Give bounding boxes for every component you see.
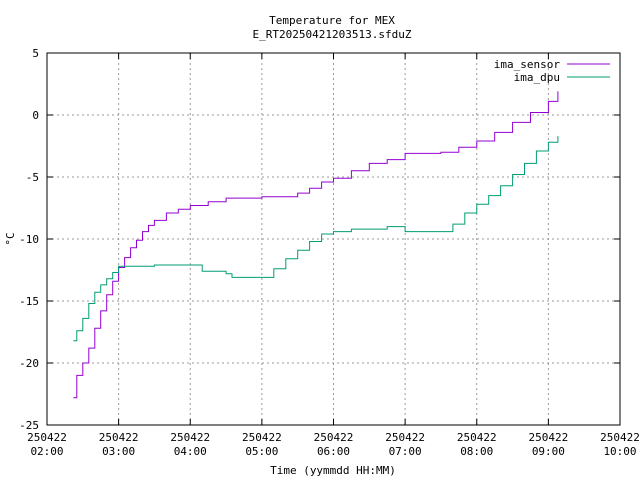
x-tick-label-date: 250422 <box>27 431 67 444</box>
y-tick-label: -20 <box>19 357 39 370</box>
x-tick-label-time: 04:00 <box>174 445 207 458</box>
x-tick-label-time: 10:00 <box>603 445 636 458</box>
x-tick-label-date: 250422 <box>99 431 139 444</box>
x-tick-label-time: 02:00 <box>30 445 63 458</box>
legend-label-ima-dpu: ima_dpu <box>514 71 560 84</box>
y-tick-label: -15 <box>19 295 39 308</box>
x-tick-label-date: 250422 <box>385 431 425 444</box>
y-tick-label: -5 <box>26 171 39 184</box>
x-axis-ticks: 25042202:0025042203:0025042204:002504220… <box>27 53 640 458</box>
x-tick-label-time: 07:00 <box>389 445 422 458</box>
legend-label-ima-sensor: ima_sensor <box>494 58 561 71</box>
chart-title: Temperature for MEX <box>269 14 395 27</box>
legend: ima_sensor ima_dpu <box>494 58 610 84</box>
series-line-ima-dpu <box>73 136 559 342</box>
data-series <box>73 91 559 399</box>
x-tick-label-time: 05:00 <box>245 445 278 458</box>
y-axis-ticks: 5 0 -5 -10 -15 -20 -25 <box>19 47 620 432</box>
x-tick-label-date: 250422 <box>600 431 640 444</box>
x-tick-label-date: 250422 <box>242 431 282 444</box>
y-tick-label: 0 <box>32 109 39 122</box>
plot-frame <box>46 52 621 426</box>
grid-lines <box>47 53 620 425</box>
x-tick-label-date: 250422 <box>314 431 354 444</box>
y-tick-label: 5 <box>32 47 39 60</box>
series-line-ima-sensor <box>73 91 559 399</box>
x-tick-label-time: 08:00 <box>460 445 493 458</box>
y-tick-label: -10 <box>19 233 39 246</box>
x-tick-label-time: 06:00 <box>317 445 350 458</box>
x-tick-label-date: 250422 <box>529 431 569 444</box>
chart-subtitle: E_RT20250421203513.sfduZ <box>253 28 412 41</box>
y-axis-label: °C <box>4 232 17 245</box>
x-tick-label-time: 09:00 <box>532 445 565 458</box>
x-tick-label-time: 03:00 <box>102 445 135 458</box>
y-tick-label: -25 <box>19 419 39 432</box>
x-axis-label: Time (yymmdd HH:MM) <box>270 464 396 477</box>
x-tick-label-date: 250422 <box>457 431 497 444</box>
x-tick-label-date: 250422 <box>170 431 210 444</box>
